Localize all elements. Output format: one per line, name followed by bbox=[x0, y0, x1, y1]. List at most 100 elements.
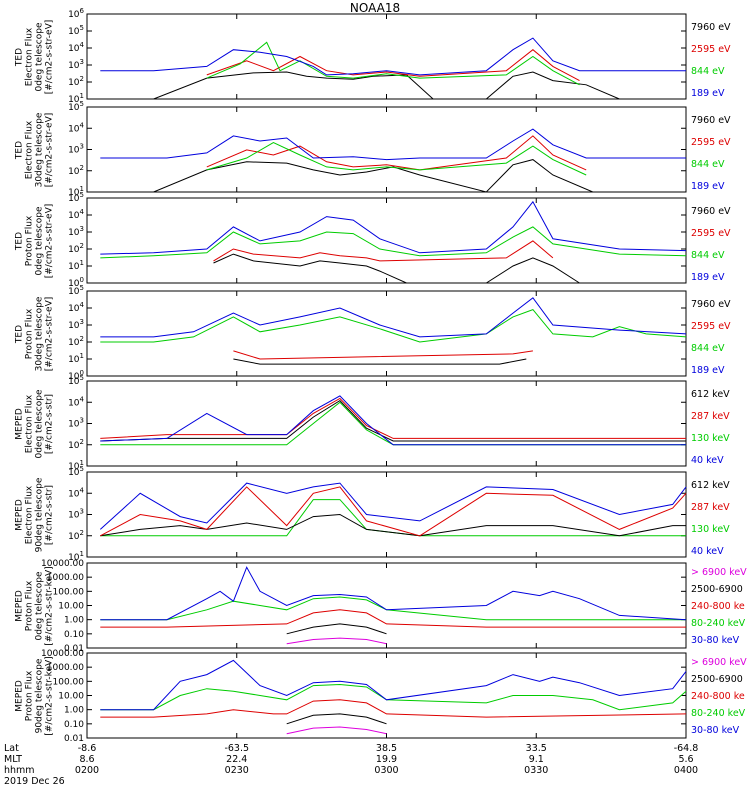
legend-entry: 7960 eV bbox=[691, 22, 731, 33]
y-tick-label: 104 bbox=[68, 395, 84, 408]
legend-entry: > 6900 keV bbox=[691, 567, 747, 578]
y-tick-label: 103 bbox=[68, 417, 84, 430]
y-tick-label: 1.00 bbox=[64, 616, 84, 626]
panel-frame bbox=[86, 380, 687, 467]
y-tick-label: 102 bbox=[68, 438, 84, 451]
legend-entry: 844 eV bbox=[691, 66, 725, 77]
footer-row-label: MLT bbox=[4, 754, 22, 765]
series-line-black bbox=[100, 159, 686, 193]
series-line-black bbox=[233, 358, 527, 365]
footer-hhmm: 0200 bbox=[74, 765, 100, 776]
y-tick-label: 103 bbox=[68, 58, 84, 71]
y-axis-label-line: MEPED bbox=[14, 498, 24, 531]
legend-entry: 844 eV bbox=[691, 159, 725, 170]
y-axis-label-line: [#/cm2-s-str] bbox=[44, 393, 54, 454]
footer-lat: -8.6 bbox=[77, 743, 97, 754]
legend-entry: 7960 eV bbox=[691, 206, 731, 217]
y-axis-label-line: [#/cm2-s-str] bbox=[44, 484, 54, 545]
y-axis-label-line: [#/cm2-s-str-keV] bbox=[44, 565, 54, 646]
series-line-magenta bbox=[286, 637, 387, 645]
y-tick-label: 103 bbox=[68, 318, 84, 331]
y-tick-label: 0.10 bbox=[64, 630, 84, 640]
legend-entry: 240-800 ke bbox=[691, 691, 745, 702]
y-tick-label: 104 bbox=[68, 208, 84, 221]
legend-entry: 130 keV bbox=[691, 524, 730, 535]
y-axis-label-line: Electron Flux bbox=[24, 120, 34, 179]
series-line-blue bbox=[100, 659, 687, 711]
series-line-black bbox=[213, 253, 580, 284]
y-tick-label: 0.01 bbox=[64, 734, 84, 744]
y-tick-label: 100.00 bbox=[53, 677, 85, 687]
series-line-blue bbox=[100, 297, 687, 338]
legend-entry: 2500-6900 bbox=[691, 584, 743, 595]
legend-entry: 80-240 keV bbox=[691, 618, 746, 629]
plot-title: NOAA18 bbox=[349, 1, 401, 15]
y-axis-label-line: TED bbox=[14, 140, 24, 159]
y-tick-label: 103 bbox=[68, 508, 84, 521]
footer-hhmm: 0400 bbox=[673, 765, 699, 776]
y-tick-label: 104 bbox=[68, 41, 84, 54]
y-axis-label-line: TED bbox=[14, 324, 24, 343]
legend-entry: 40 keV bbox=[691, 546, 724, 557]
series-line-green bbox=[206, 142, 587, 176]
series-line-red bbox=[100, 699, 687, 718]
legend-entry: 130 keV bbox=[691, 433, 730, 444]
y-tick-label: 1000.00 bbox=[47, 573, 84, 583]
y-axis-label-line: [#/cm2-s-str-eV] bbox=[44, 19, 54, 94]
y-axis-label: TED Electron Flux 30deg telescope [#/cm2-s-… bbox=[14, 107, 54, 192]
series-line-black bbox=[100, 71, 686, 100]
series-line-blue bbox=[100, 37, 686, 76]
legend-entry: 80-240 keV bbox=[691, 708, 746, 719]
y-axis-label-line: MEPED bbox=[14, 589, 24, 622]
series-line-red bbox=[213, 240, 554, 262]
series-line-green bbox=[100, 226, 687, 259]
y-tick-label: 101 bbox=[68, 352, 84, 365]
y-axis-label-line: Proton Flux bbox=[24, 215, 34, 266]
y-axis-label-line: 90deg telescope bbox=[34, 658, 44, 733]
y-tick-label: 103 bbox=[68, 143, 84, 156]
y-tick-label: 0.01 bbox=[64, 644, 84, 654]
legend-entry: 2595 eV bbox=[691, 321, 731, 332]
legend-entry: 612 keV bbox=[691, 389, 730, 400]
y-axis-label-line: MEPED bbox=[14, 679, 24, 712]
y-axis-label-line: Proton Flux bbox=[24, 580, 34, 631]
legend-entry: 287 keV bbox=[691, 411, 730, 422]
series-line-magenta bbox=[286, 726, 387, 735]
footer-mlt: 19.9 bbox=[375, 754, 398, 765]
footer-lat: 33.5 bbox=[525, 743, 547, 754]
footer-mlt: 8.6 bbox=[79, 754, 95, 765]
y-axis-label-line: Electron Flux bbox=[24, 394, 34, 453]
legend-entry: 2595 eV bbox=[691, 44, 731, 55]
legend-entry: 612 keV bbox=[691, 480, 730, 491]
y-tick-label: 102 bbox=[68, 335, 84, 348]
y-tick-label: 104 bbox=[68, 121, 84, 134]
series-line-black bbox=[100, 513, 686, 537]
legend-entry: 2595 eV bbox=[691, 228, 731, 239]
legend-entry: 844 eV bbox=[691, 343, 725, 354]
y-axis-label-line: TED bbox=[14, 47, 24, 66]
legend-entry: 2595 eV bbox=[691, 137, 731, 148]
y-axis-label-line: 0deg telescope bbox=[34, 570, 44, 641]
series-line-blue bbox=[100, 200, 687, 255]
legend-entry: 189 eV bbox=[691, 88, 725, 99]
y-tick-label: 102 bbox=[68, 529, 84, 542]
y-axis-label-line: TED bbox=[14, 231, 24, 250]
y-tick-label: 102 bbox=[68, 164, 84, 177]
y-axis-label: TED Electron Flux 0deg telescope [#/cm2-s-s… bbox=[14, 14, 54, 99]
y-axis-label-line: Electron Flux bbox=[24, 485, 34, 544]
y-tick-label: 100.00 bbox=[53, 587, 85, 597]
y-tick-label: 10000.00 bbox=[41, 649, 84, 659]
legend-entry: 30-80 keV bbox=[691, 725, 740, 736]
panel-frame bbox=[86, 106, 687, 193]
legend-entry: 7960 eV bbox=[691, 115, 731, 126]
footer-lat: 38.5 bbox=[375, 743, 398, 754]
y-tick-label: 101 bbox=[68, 259, 84, 272]
legend-entry: 2500-6900 bbox=[691, 674, 743, 685]
y-axis-label-line: [#/cm2-s-str-keV] bbox=[44, 655, 54, 736]
y-tick-label: 106 bbox=[68, 7, 84, 20]
y-tick-label: 102 bbox=[68, 75, 84, 88]
y-tick-label: 10.00 bbox=[58, 602, 84, 612]
y-axis-label-line: Proton Flux bbox=[24, 308, 34, 359]
